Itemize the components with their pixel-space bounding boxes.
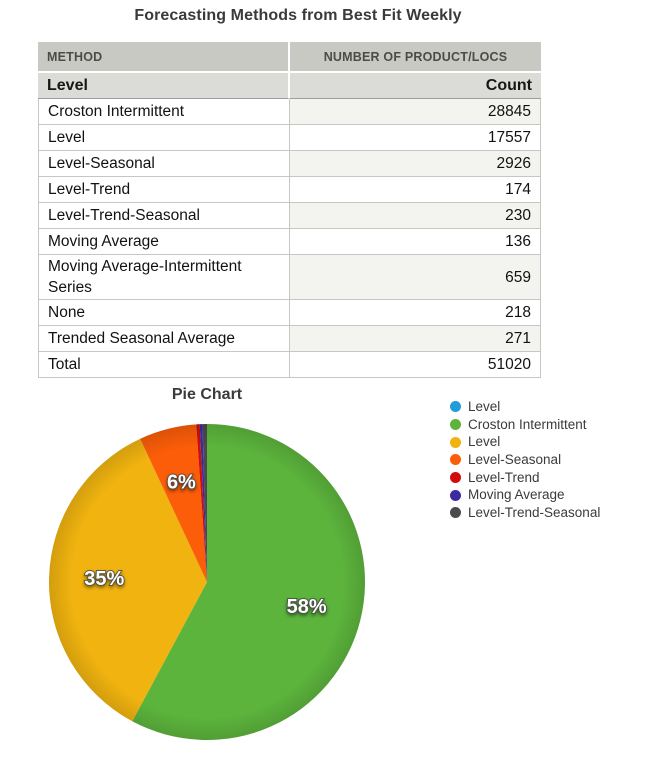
table-row: Croston Intermittent 28845 — [38, 99, 541, 125]
legend-color-dot — [450, 419, 461, 431]
count-cell: 230 — [290, 203, 541, 229]
legend-label: Level — [468, 398, 501, 414]
column-header-method: METHOD — [38, 42, 290, 73]
table-row: Level-Trend-Seasonal 230 — [38, 203, 541, 229]
page-title: Forecasting Methods from Best Fit Weekly — [134, 7, 462, 24]
legend-label: Level-Seasonal — [468, 451, 562, 467]
legend-label: Croston Intermittent — [468, 416, 587, 432]
count-cell: 136 — [290, 229, 541, 255]
count-cell: 17557 — [290, 125, 541, 151]
count-cell: 28845 — [290, 99, 541, 125]
count-cell: 271 — [290, 326, 541, 352]
legend-item: Level — [450, 433, 600, 451]
forecast-methods-table: METHOD NUMBER OF PRODUCT/LOCS Level Coun… — [38, 42, 541, 378]
count-cell: 218 — [290, 300, 541, 326]
table-row: Level 17557 — [38, 125, 541, 151]
method-cell: Moving Average — [38, 229, 290, 255]
table-row: Level-Seasonal 2926 — [38, 151, 541, 177]
method-cell: Level-Trend-Seasonal — [38, 203, 290, 229]
legend-label: Level — [468, 434, 501, 450]
pie-slice-label: 6% — [167, 472, 196, 494]
legend-item: Level-Seasonal — [450, 451, 600, 469]
table-subheader-row: Level Count — [38, 73, 541, 99]
legend-item: Moving Average — [450, 486, 600, 504]
method-cell: Level — [38, 125, 290, 151]
subheader-count-label: Count — [290, 73, 541, 99]
column-header-product-locs: NUMBER OF PRODUCT/LOCS — [290, 42, 541, 73]
pie-slice-label: 35% — [84, 568, 124, 590]
table-row: Moving Average-Intermittent Series 659 — [38, 255, 541, 300]
pie-slice-label: 58% — [287, 596, 327, 618]
legend-item: Level-Trend-Seasonal — [450, 504, 600, 522]
legend-color-dot — [450, 507, 461, 519]
method-cell: None — [38, 300, 290, 326]
method-cell: Croston Intermittent — [38, 99, 290, 125]
legend-label: Level-Trend-Seasonal — [468, 504, 601, 520]
legend-label: Moving Average — [468, 487, 565, 503]
legend-color-dot — [450, 489, 461, 501]
legend-label: Level-Trend — [468, 469, 540, 485]
subheader-level-label: Level — [38, 73, 290, 99]
method-cell: Trended Seasonal Average — [38, 326, 290, 352]
table-row: Trended Seasonal Average 271 — [38, 326, 541, 352]
table-row: Level-Trend 174 — [38, 177, 541, 203]
pie-rim-shade — [49, 424, 365, 740]
count-cell: 659 — [290, 255, 541, 300]
table-header-row: METHOD NUMBER OF PRODUCT/LOCS — [38, 42, 541, 73]
legend-item: Croston Intermittent — [450, 416, 600, 434]
count-cell: 51020 — [290, 352, 541, 378]
legend-color-dot — [450, 454, 461, 466]
count-cell: 2926 — [290, 151, 541, 177]
table-row: Total 51020 — [38, 352, 541, 378]
legend-color-dot — [450, 436, 461, 448]
method-cell: Level-Seasonal — [38, 151, 290, 177]
pie-legend: Level Croston Intermittent Level Level-Seas… — [450, 398, 600, 522]
table-row: None 218 — [38, 300, 541, 326]
pie-chart-title: Pie Chart — [171, 386, 243, 403]
method-cell: Level-Trend — [38, 177, 290, 203]
table-row: Moving Average 136 — [38, 229, 541, 255]
legend-item: Level-Trend — [450, 469, 600, 487]
count-cell: 174 — [290, 177, 541, 203]
method-cell: Moving Average-Intermittent Series — [38, 255, 290, 300]
legend-color-dot — [450, 472, 461, 484]
legend-color-dot — [450, 401, 461, 413]
method-cell: Total — [38, 352, 290, 378]
legend-item: Level — [450, 398, 600, 416]
